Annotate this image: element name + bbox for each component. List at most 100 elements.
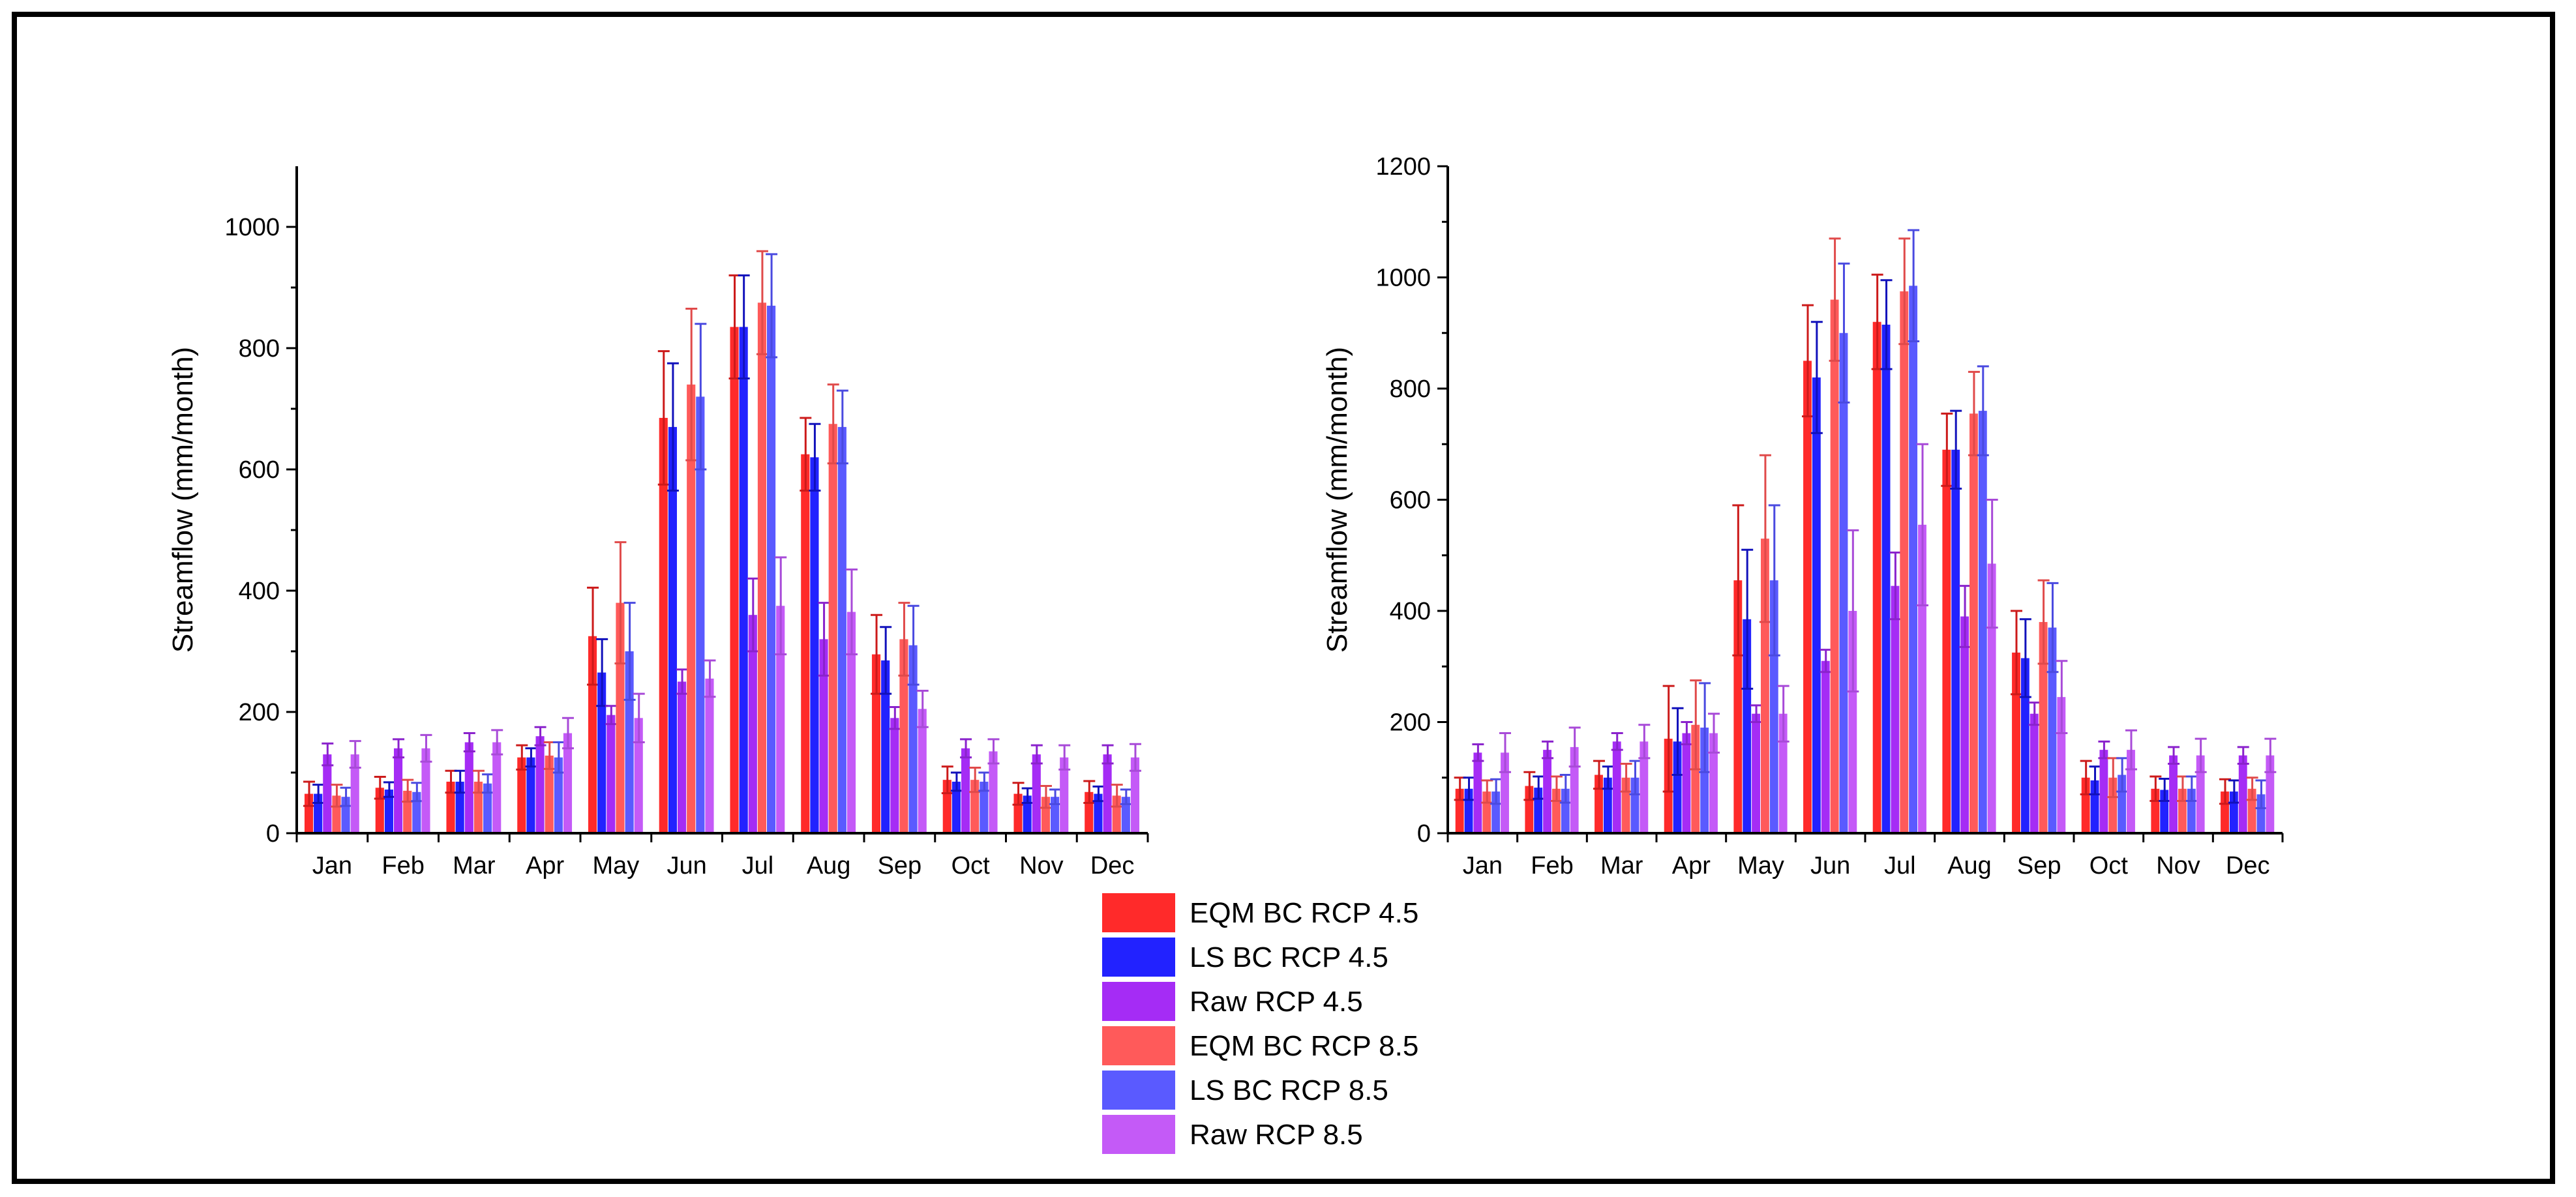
bar-eqm-bc-rcp-4-5-aug xyxy=(1942,449,1951,833)
bar-eqm-bc-rcp-8-5-feb xyxy=(1552,788,1561,833)
error-bar-eqm-bc-rcp-8-5-feb xyxy=(1550,775,1563,803)
bar-eqm-bc-rcp-4-5-jan xyxy=(304,793,314,833)
y-tick-label: 800 xyxy=(1390,376,1431,403)
bar-eqm-bc-rcp-8-5-may xyxy=(616,602,625,833)
error-bar-raw-rcp-4-5-dec xyxy=(2237,746,2249,765)
y-tick-label: 800 xyxy=(239,335,280,362)
bar-ls-bc-rcp-8-5-apr xyxy=(554,757,563,833)
x-tick-label-jul: Jul xyxy=(742,852,774,879)
bar-eqm-bc-rcp-4-5-may xyxy=(1733,580,1743,833)
error-bar-raw-rcp-8-5-nov xyxy=(1058,744,1071,771)
bar-raw-rcp-8-5-feb xyxy=(421,748,430,833)
x-tick-label-oct: Oct xyxy=(951,852,991,879)
legend-label: EQM BC RCP 8.5 xyxy=(1190,1030,1418,1062)
bar-raw-rcp-4-5-may xyxy=(607,715,616,833)
error-bar-raw-rcp-8-5-jun xyxy=(704,659,716,698)
bar-ls-bc-rcp-4-5-dec xyxy=(1094,793,1103,833)
bar-ls-bc-rcp-8-5-may xyxy=(625,651,634,833)
bar-ls-bc-rcp-8-5-jul xyxy=(1909,286,1918,833)
error-bar-ls-bc-rcp-8-5-nov xyxy=(2185,775,2198,803)
error-bar-raw-rcp-8-5-dec xyxy=(1129,743,1141,772)
error-bar-ls-bc-rcp-8-5-nov xyxy=(1049,788,1062,805)
y-tick-label: 600 xyxy=(239,456,280,484)
error-bar-raw-rcp-8-5-apr xyxy=(1708,713,1720,754)
bar-eqm-bc-rcp-8-5-aug xyxy=(828,424,837,833)
bar-raw-rcp-4-5-jan xyxy=(323,754,332,833)
x-tick-label-aug: Aug xyxy=(1947,852,1992,879)
x-tick-label-nov: Nov xyxy=(2156,852,2200,879)
error-bar-ls-bc-rcp-8-5-dec xyxy=(1120,788,1132,805)
error-bar-ls-bc-rcp-8-5-jun xyxy=(695,323,707,471)
bar-eqm-bc-rcp-8-5-jun xyxy=(1830,299,1839,834)
error-bar-eqm-bc-rcp-8-5-jul xyxy=(756,250,768,355)
bar-eqm-bc-rcp-8-5-jan xyxy=(332,795,341,833)
error-bar-ls-bc-rcp-8-5-aug xyxy=(836,389,848,465)
error-bar-raw-rcp-4-5-nov xyxy=(1030,744,1043,765)
bar-raw-rcp-4-5-dec xyxy=(2238,755,2247,833)
error-bar-eqm-bc-rcp-8-5-sep xyxy=(898,602,910,677)
bar-eqm-bc-rcp-4-5-dec xyxy=(2221,791,2229,833)
bar-ls-bc-rcp-8-5-jun xyxy=(696,396,705,833)
error-bar-ls-bc-rcp-4-5-may xyxy=(1741,548,1754,690)
legend-item-raw-rcp-8-5: Raw RCP 8.5 xyxy=(1102,1115,1363,1154)
error-bar-ls-bc-rcp-8-5-sep xyxy=(907,604,920,686)
error-bar-raw-rcp-8-5-jan xyxy=(349,740,361,769)
error-bar-ls-bc-rcp-4-5-sep xyxy=(2019,618,2031,698)
error-bar-ls-bc-rcp-8-5-jun xyxy=(1838,262,1850,404)
bar-raw-rcp-4-5-oct xyxy=(2099,750,2108,834)
bar-raw-rcp-4-5-jan xyxy=(1473,752,1482,833)
legend-item-raw-rcp-4-5: Raw RCP 4.5 xyxy=(1102,982,1363,1021)
error-bar-raw-rcp-4-5-jun xyxy=(1820,649,1832,673)
error-bar-eqm-bc-rcp-4-5-may xyxy=(1732,504,1745,657)
x-tick-label-sep: Sep xyxy=(2017,852,2061,879)
bar-ls-bc-rcp-8-5-mar xyxy=(483,783,492,833)
error-bar-raw-rcp-8-5-jul xyxy=(1917,443,1928,606)
error-bar-raw-rcp-8-5-mar xyxy=(1638,724,1651,760)
bar-ls-bc-rcp-4-5-may xyxy=(597,672,607,833)
bar-ls-bc-rcp-4-5-oct xyxy=(951,781,961,833)
bar-ls-bc-rcp-4-5-aug xyxy=(810,457,819,833)
bar-raw-rcp-4-5-dec xyxy=(1103,754,1112,833)
bar-ls-bc-rcp-8-5-feb xyxy=(412,791,421,833)
series-eqm-bc-rcp-4-5 xyxy=(303,274,1096,833)
error-bar-ls-bc-rcp-4-5-apr xyxy=(525,747,537,768)
bar-ls-bc-rcp-4-5-mar xyxy=(455,781,464,833)
error-bar-raw-rcp-8-5-may xyxy=(1777,685,1790,743)
y-tick-label: 1200 xyxy=(1375,153,1431,181)
x-tick-label-may: May xyxy=(1737,852,1784,879)
bar-eqm-bc-rcp-4-5-jun xyxy=(1803,361,1812,834)
x-tick-label-oct: Oct xyxy=(2089,852,2129,879)
error-bar-eqm-bc-rcp-4-5-jun xyxy=(1802,304,1814,418)
x-tick-label-feb: Feb xyxy=(1531,852,1573,879)
series-ls-bc-rcp-4-5 xyxy=(312,274,1105,833)
error-bar-ls-bc-rcp-4-5-jun xyxy=(1810,321,1823,434)
series-raw-rcp-4-5 xyxy=(322,577,1114,833)
error-bar-ls-bc-rcp-8-5-oct xyxy=(978,771,991,792)
error-bar-ls-bc-rcp-4-5-feb xyxy=(1533,775,1545,800)
bar-raw-rcp-4-5-apr xyxy=(1682,733,1691,833)
bar-raw-rcp-4-5-mar xyxy=(1612,741,1621,833)
error-bar-ls-bc-rcp-8-5-jan xyxy=(1490,778,1503,805)
error-bar-ls-bc-rcp-4-5-mar xyxy=(454,769,466,794)
x-tick-label-jun: Jun xyxy=(1810,852,1850,879)
bar-ls-bc-rcp-8-5-jun xyxy=(1839,332,1848,833)
x-tick-label-feb: Feb xyxy=(382,852,424,879)
error-bar-eqm-bc-rcp-4-5-may xyxy=(587,586,599,686)
error-bar-raw-rcp-8-5-apr xyxy=(562,717,574,750)
x-tick-label-apr: Apr xyxy=(526,852,564,879)
error-bar-ls-bc-rcp-8-5-feb xyxy=(411,782,423,803)
error-bar-raw-rcp-8-5-sep xyxy=(916,689,929,728)
x-tick-label-jul: Jul xyxy=(1884,852,1916,879)
error-bar-raw-rcp-4-5-jan xyxy=(322,742,334,767)
bar-ls-bc-rcp-4-5-aug xyxy=(1951,449,1960,833)
legend-label: LS BC RCP 4.5 xyxy=(1190,941,1388,973)
bar-ls-bc-rcp-4-5-jun xyxy=(668,426,677,833)
bar-eqm-bc-rcp-8-5-aug xyxy=(1969,413,1978,833)
bar-raw-rcp-4-5-apr xyxy=(535,736,545,833)
error-bar-eqm-bc-rcp-4-5-dec xyxy=(2219,778,2231,805)
y-axis-title: Streamflow (mm/month) xyxy=(1321,347,1353,653)
bar-raw-rcp-8-5-dec xyxy=(2266,755,2275,833)
bar-raw-rcp-4-5-jun xyxy=(677,681,687,833)
error-bar-ls-bc-rcp-8-5-dec xyxy=(2255,779,2268,810)
bar-eqm-bc-rcp-4-5-apr xyxy=(517,757,526,833)
